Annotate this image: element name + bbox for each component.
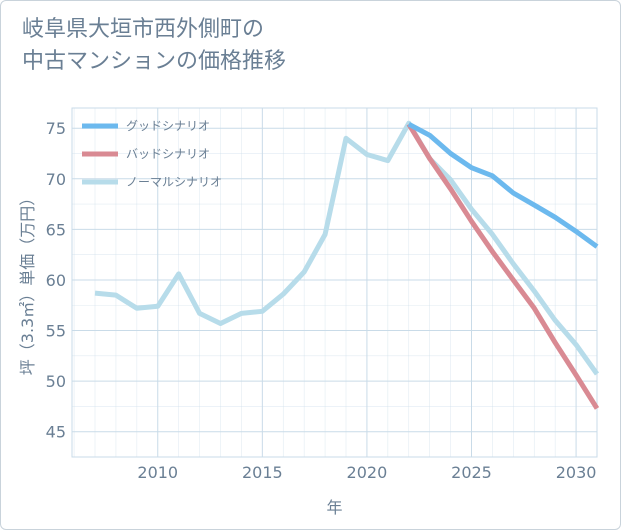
- y-tick-label: 45: [46, 423, 66, 442]
- y-tick-label: 65: [46, 220, 66, 239]
- y-tick-label: 55: [46, 322, 66, 341]
- legend-label-good: グッドシナリオ: [126, 119, 210, 133]
- series-lines: [94, 120, 600, 410]
- x-axis-label: 年: [326, 498, 342, 517]
- axis-ticks: 2010 2015 2020 2025 2030 45 50 55 60 65 70 75: [46, 119, 597, 482]
- legend-label-bad: バッドシナリオ: [126, 147, 210, 161]
- x-tick-label: 2015: [242, 463, 283, 482]
- series-line-bad: [406, 122, 600, 410]
- x-tick-label: 2010: [137, 463, 178, 482]
- plot-area: [71, 107, 598, 458]
- grid: [72, 108, 598, 458]
- x-tick-label: 2025: [451, 463, 492, 482]
- series-line-normal: [94, 120, 600, 376]
- y-tick-label: 75: [46, 119, 66, 138]
- x-tick-label: 2020: [347, 463, 388, 482]
- series-line-good: [407, 121, 599, 249]
- plot-border: [71, 107, 598, 458]
- chart-title-line-2: 中古マンションの価格推移: [22, 49, 287, 74]
- y-tick-label: 50: [46, 372, 66, 391]
- y-axis-label: 坪（3.3㎡）単価（万円）: [18, 190, 37, 375]
- chart-title-line-1: 岐阜県大垣市西外側町の: [22, 17, 265, 42]
- chart-title: 岐阜県大垣市西外側町の 中古マンションの価格推移: [22, 14, 286, 78]
- legend-label-normal: ノーマルシナリオ: [126, 175, 222, 189]
- y-tick-label: 70: [46, 170, 66, 189]
- y-tick-label: 60: [46, 271, 66, 290]
- x-tick-label: 2030: [556, 463, 597, 482]
